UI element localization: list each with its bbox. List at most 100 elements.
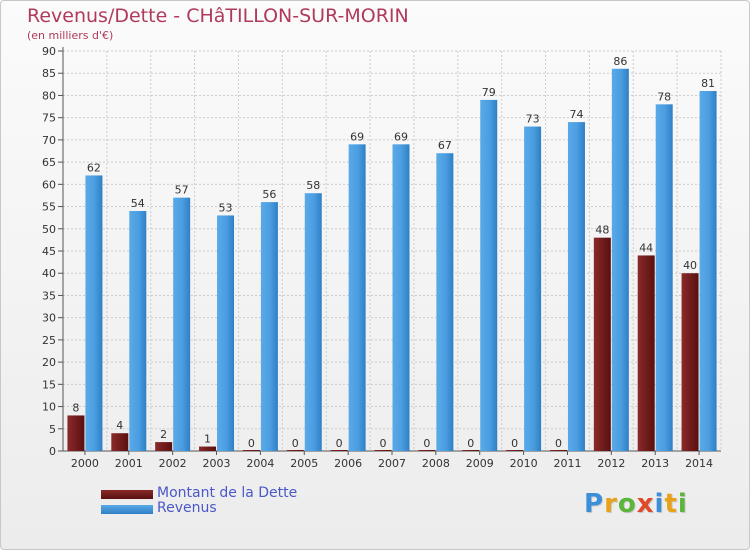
bar-revenus	[699, 91, 717, 451]
x-tick-label: 2012	[597, 457, 625, 470]
bar-dette	[593, 237, 611, 451]
bars	[67, 68, 717, 452]
bar-revenus	[304, 193, 322, 451]
data-label-dette: 48	[595, 224, 609, 237]
logo-letter: i	[654, 489, 665, 519]
data-label-revenus: 57	[175, 184, 189, 197]
x-tick-label: 2010	[510, 457, 538, 470]
data-label-revenus: 86	[613, 55, 627, 68]
bar-dette	[462, 450, 480, 451]
y-tick-label: 35	[42, 289, 56, 302]
bar-revenus	[524, 126, 542, 452]
bar-dette	[199, 446, 217, 451]
labels: 0510152025303540455055606570758085902000…	[42, 45, 715, 470]
logo-letter: o	[617, 489, 637, 519]
data-label-revenus: 78	[657, 90, 671, 103]
y-tick-label: 20	[42, 356, 56, 369]
logo-letter: r	[604, 489, 618, 519]
proxiti-logo: Proxiti	[584, 489, 688, 519]
data-label-dette: 0	[423, 437, 430, 450]
bar-dette	[67, 415, 85, 451]
data-label-dette: 4	[116, 419, 123, 432]
bar-dette	[681, 273, 699, 451]
bar-dette	[637, 255, 655, 451]
data-label-revenus: 53	[219, 201, 233, 214]
legend-swatch-revenus	[101, 505, 153, 514]
y-tick-label: 5	[49, 423, 56, 436]
y-tick-label: 55	[42, 201, 56, 214]
x-tick-label: 2011	[553, 457, 581, 470]
logo-letter: x	[636, 489, 655, 519]
data-label-revenus: 81	[701, 77, 715, 90]
data-label-dette: 0	[467, 437, 474, 450]
data-label-revenus: 73	[526, 113, 540, 126]
x-tick-label: 2013	[641, 457, 669, 470]
data-label-dette: 44	[639, 241, 653, 254]
logo-letter: i	[677, 489, 688, 519]
chart-subtitle: (en milliers d'€)	[27, 29, 114, 42]
x-tick-label: 2008	[422, 457, 450, 470]
x-tick-label: 2005	[290, 457, 318, 470]
data-label-dette: 0	[292, 437, 299, 450]
legend-label-dette: Montant de la Dette	[157, 485, 298, 501]
bar-revenus	[436, 153, 454, 451]
y-tick-label: 45	[42, 245, 56, 258]
data-label-revenus: 56	[262, 188, 276, 201]
logo-letter: t	[664, 489, 678, 519]
y-tick-label: 90	[42, 45, 56, 58]
bar-dette	[111, 433, 129, 451]
data-label-revenus: 62	[87, 161, 101, 174]
bar-revenus	[567, 122, 585, 451]
x-tick-label: 2004	[246, 457, 274, 470]
y-tick-label: 50	[42, 223, 56, 236]
bar-revenus	[85, 175, 103, 451]
y-tick-label: 80	[42, 89, 56, 102]
x-tick-label: 2007	[378, 457, 406, 470]
bar-revenus	[611, 68, 629, 452]
data-label-dette: 8	[72, 401, 79, 414]
data-label-dette: 0	[555, 437, 562, 450]
data-label-revenus: 54	[131, 197, 145, 210]
legend-swatch-dette	[101, 490, 153, 499]
y-tick-label: 65	[42, 156, 56, 169]
x-tick-label: 2009	[466, 457, 494, 470]
x-tick-label: 2001	[115, 457, 143, 470]
y-tick-label: 25	[42, 334, 56, 347]
data-label-dette: 0	[336, 437, 343, 450]
chart-title: Revenus/Dette - CHâTILLON-SUR-MORIN	[27, 5, 409, 27]
data-label-dette: 40	[683, 259, 697, 272]
bar-dette	[330, 450, 348, 451]
y-tick-label: 10	[42, 401, 56, 414]
data-label-dette: 0	[248, 437, 255, 450]
y-tick-label: 30	[42, 312, 56, 325]
axes	[58, 47, 721, 455]
legend-label-revenus: Revenus	[157, 500, 217, 516]
y-tick-label: 60	[42, 178, 56, 191]
y-tick-label: 0	[49, 445, 56, 458]
x-tick-label: 2000	[71, 457, 99, 470]
bar-revenus	[217, 215, 235, 451]
x-tick-label: 2006	[334, 457, 362, 470]
data-label-revenus: 74	[569, 108, 583, 121]
data-label-dette: 1	[204, 433, 211, 446]
bar-dette	[549, 450, 567, 451]
y-tick-label: 75	[42, 112, 56, 125]
data-label-dette: 0	[511, 437, 518, 450]
bar-revenus	[173, 197, 191, 451]
bar-dette	[418, 450, 436, 451]
x-tick-label: 2014	[685, 457, 713, 470]
bar-dette	[506, 450, 524, 451]
data-label-revenus: 69	[350, 130, 364, 143]
data-label-revenus: 79	[482, 86, 496, 99]
data-label-revenus: 58	[306, 179, 320, 192]
y-tick-label: 70	[42, 134, 56, 147]
y-tick-label: 15	[42, 378, 56, 391]
bar-revenus	[480, 99, 498, 451]
bar-revenus	[392, 144, 410, 452]
data-label-revenus: 67	[438, 139, 452, 152]
bar-dette	[374, 450, 392, 451]
x-tick-label: 2002	[159, 457, 187, 470]
logo-letter: P	[584, 489, 605, 519]
bar-dette	[155, 442, 173, 451]
